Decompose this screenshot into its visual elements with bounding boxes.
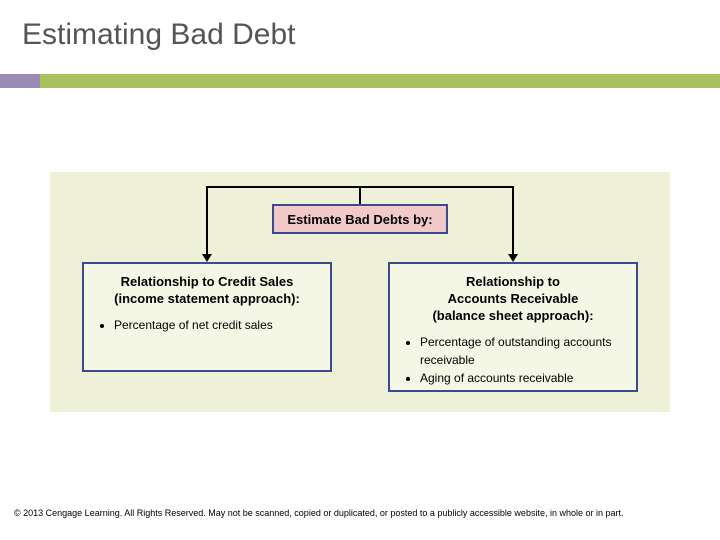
accent-green	[40, 74, 720, 88]
root-box: Estimate Bad Debts by:	[272, 204, 448, 234]
list-item: Aging of accounts receivable	[420, 369, 624, 387]
child-right-title-line1: Relationship to	[466, 274, 560, 289]
diagram-area: Estimate Bad Debts by: Relationship to C…	[50, 172, 670, 412]
connector-arm-left	[206, 186, 208, 254]
child-box-left: Relationship to Credit Sales (income sta…	[82, 262, 332, 372]
slide-title: Estimating Bad Debt	[0, 0, 720, 52]
connector-horizontal	[206, 186, 514, 188]
child-box-right: Relationship to Accounts Receivable (bal…	[388, 262, 638, 392]
connector-arm-right	[512, 186, 514, 254]
list-item: Percentage of net credit sales	[114, 316, 318, 334]
arrow-right-icon	[508, 254, 518, 262]
child-left-bullets: Percentage of net credit sales	[96, 316, 318, 334]
child-right-title-line3: (balance sheet approach):	[432, 308, 593, 323]
child-right-bullets: Percentage of outstanding accounts recei…	[402, 333, 624, 387]
child-right-title: Relationship to Accounts Receivable (bal…	[402, 274, 624, 325]
footer-copyright: © 2013 Cengage Learning. All Rights Rese…	[14, 508, 624, 518]
list-item: Percentage of outstanding accounts recei…	[420, 333, 624, 369]
root-label: Estimate Bad Debts by:	[287, 212, 432, 227]
child-left-title-line1: Relationship to Credit Sales	[121, 274, 294, 289]
child-right-title-line2: Accounts Receivable	[448, 291, 579, 306]
connector-trunk	[359, 186, 361, 204]
arrow-left-icon	[202, 254, 212, 262]
child-left-title-line2: (income statement approach):	[114, 291, 300, 306]
child-left-title: Relationship to Credit Sales (income sta…	[96, 274, 318, 308]
accent-bar	[0, 74, 720, 88]
accent-purple	[0, 74, 40, 88]
